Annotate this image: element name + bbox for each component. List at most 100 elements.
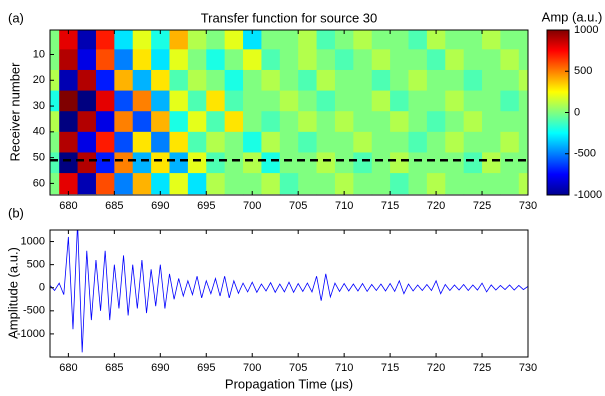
cell: [390, 30, 409, 50]
cell: [482, 111, 501, 133]
cell: [114, 111, 134, 133]
cell: [59, 152, 79, 174]
cell: [95, 90, 115, 112]
cell: [206, 152, 226, 174]
cell: [77, 49, 97, 71]
cell: [408, 173, 428, 195]
cell: [518, 30, 528, 50]
panel-label: (b): [8, 205, 24, 220]
cell: [243, 30, 262, 50]
cell: [500, 90, 520, 112]
cell: [500, 173, 520, 195]
cell: [353, 173, 373, 195]
cell: [224, 173, 244, 195]
cell: [132, 49, 152, 71]
cell: [261, 131, 281, 153]
cell: [224, 111, 244, 133]
cell: [50, 173, 60, 195]
cell: [114, 152, 134, 174]
x-tick-label: 700: [243, 362, 261, 374]
cell: [334, 111, 354, 133]
cell: [279, 49, 299, 71]
cell: [500, 111, 520, 133]
cell: [206, 49, 226, 71]
cell: [77, 111, 97, 133]
cell: [371, 90, 391, 112]
cell: [316, 111, 336, 133]
cell: [114, 173, 134, 195]
cell: [445, 30, 465, 50]
cell: [408, 49, 428, 71]
cell: [426, 131, 446, 153]
cell: [279, 152, 299, 174]
y-tick-label: -500: [23, 305, 45, 317]
x-tick-label: 685: [105, 200, 123, 212]
cell: [95, 49, 115, 71]
cell: [500, 152, 520, 174]
cell: [50, 90, 60, 112]
y-tick-label: 50: [33, 152, 45, 164]
cell: [243, 173, 262, 195]
cell: [151, 69, 170, 92]
cell: [224, 152, 244, 174]
y-tick-label: 20: [33, 74, 45, 86]
cell: [169, 173, 189, 195]
x-tick-label: 730: [519, 362, 537, 374]
cell: [279, 69, 299, 92]
cell: [224, 49, 244, 71]
cell: [59, 131, 79, 153]
cell: [279, 30, 299, 50]
cell: [169, 131, 189, 153]
heatmap: [50, 30, 528, 195]
cell: [151, 152, 170, 174]
cell: [243, 49, 262, 71]
x-tick-label: 715: [381, 362, 399, 374]
cell: [169, 30, 189, 50]
x-tick-label: 695: [197, 200, 215, 212]
cell: [206, 111, 226, 133]
cell: [482, 131, 501, 153]
cell: [445, 173, 465, 195]
cell: [187, 30, 207, 50]
cell: [77, 30, 97, 50]
cell: [132, 152, 152, 174]
cell: [132, 30, 152, 50]
cell: [59, 173, 79, 195]
cell: [77, 69, 97, 92]
cell: [500, 49, 520, 71]
cell: [426, 30, 446, 50]
cell: [463, 111, 483, 133]
cell: [114, 30, 134, 50]
cell: [261, 173, 281, 195]
colorbar-tick-label: 1000: [574, 24, 598, 36]
cell: [187, 131, 207, 153]
x-tick-label: 710: [335, 200, 353, 212]
cell: [50, 152, 60, 174]
cell: [243, 111, 262, 133]
cell: [224, 131, 244, 153]
colorbar-tick-label: -500: [574, 148, 596, 160]
cell: [371, 30, 391, 50]
cell: [408, 30, 428, 50]
cell: [353, 152, 373, 174]
cell: [169, 69, 189, 92]
cell: [50, 69, 60, 92]
cell: [132, 131, 152, 153]
cell: [187, 111, 207, 133]
cell: [334, 90, 354, 112]
cell: [298, 90, 318, 112]
cell: [298, 152, 318, 174]
x-label: Propagation Time (μs): [225, 376, 353, 391]
x-tick-label: 730: [519, 200, 537, 212]
cell: [390, 111, 409, 133]
cell: [463, 69, 483, 92]
cell: [316, 131, 336, 153]
cell: [463, 152, 483, 174]
colorbar-tick-label: -1000: [574, 189, 602, 201]
x-tick-label: 710: [335, 362, 353, 374]
cell: [95, 131, 115, 153]
cell: [77, 152, 97, 174]
colorbar-label: Amp (a.u.): [542, 9, 603, 24]
cell: [95, 111, 115, 133]
cell: [298, 69, 318, 92]
